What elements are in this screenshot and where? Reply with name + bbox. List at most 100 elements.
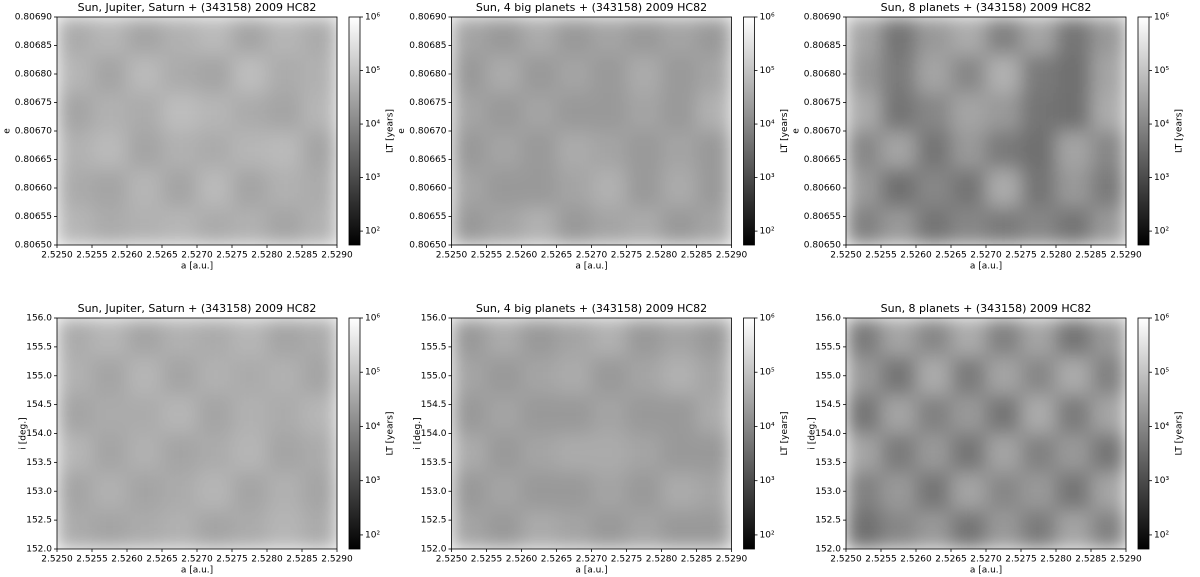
- heatmap-cell: [591, 510, 627, 549]
- heatmap-cell: [986, 318, 1022, 357]
- y-tick-label: 155.0: [26, 371, 52, 381]
- x-tick-label: 2.5255: [76, 555, 108, 565]
- heatmap-cell: [267, 395, 303, 434]
- y-tick-label: 0.80660: [804, 184, 841, 194]
- heatmap-cell: [591, 131, 627, 170]
- heatmap-cell: [661, 395, 697, 434]
- heatmap-cell: [57, 472, 93, 511]
- heatmap-cell: [696, 472, 732, 511]
- heatmap-cell: [57, 55, 93, 94]
- y-tick-label: 0.80655: [804, 212, 841, 222]
- colorbar: [743, 317, 755, 550]
- heatmap-cell: [951, 356, 987, 396]
- heatmap-cell: [1056, 207, 1092, 245]
- y-tick-label: 155.5: [815, 342, 841, 352]
- colorbar-tick-label: 10⁵: [365, 368, 380, 378]
- heatmap-cell: [92, 510, 128, 549]
- colorbar-label: LT [years]: [1175, 109, 1185, 153]
- heatmap-cell: [1091, 17, 1126, 56]
- heatmap-cell: [486, 169, 522, 208]
- heatmap-cell: [1056, 356, 1092, 396]
- y-tick-label: 154.0: [815, 429, 841, 439]
- colorbar-tick-label: 10⁵: [760, 66, 775, 76]
- heatmap-cell: [92, 472, 128, 511]
- y-tick-label: 152.0: [815, 545, 841, 555]
- x-tick-label: 2.5280: [1040, 555, 1072, 565]
- heatmap-cell: [1091, 318, 1126, 357]
- colorbar: [348, 16, 361, 246]
- heatmap-cell: [1091, 169, 1126, 208]
- heatmap: [451, 318, 732, 549]
- heatmap-cell: [916, 318, 952, 357]
- chart-title: Sun, 4 big planets + (343158) 2009 HC82: [476, 302, 707, 315]
- heatmap-cell: [302, 395, 337, 434]
- y-axis-label: e: [792, 128, 802, 134]
- heatmap-cell: [881, 472, 917, 511]
- x-tick-label: 2.5290: [321, 251, 353, 261]
- x-tick-label: 2.5285: [681, 251, 713, 261]
- heatmap-cell: [162, 55, 198, 94]
- y-axis-label: i [deg.]: [413, 417, 423, 449]
- panel: 2.5250 2.5255 2.5260 2.5265 2.5270 2.5275 2.52…: [3, 1, 396, 272]
- y-axis-label: e: [397, 128, 407, 134]
- heatmap-cell: [486, 93, 522, 132]
- heatmap-cell: [302, 356, 337, 396]
- heatmap-cell: [626, 318, 662, 357]
- heatmap-cell: [57, 207, 93, 245]
- heatmap: [846, 318, 1126, 549]
- heatmap-cell: [881, 93, 917, 132]
- x-tick-label: 2.5260: [900, 555, 932, 565]
- colorbar-tick-label: 10³: [365, 173, 380, 183]
- heatmap-cell: [591, 207, 627, 245]
- y-tick-label: 155.5: [26, 342, 52, 352]
- x-axis-label: a [a.u.]: [575, 566, 607, 576]
- heatmap-cell: [696, 93, 732, 132]
- heatmap-cell: [267, 93, 303, 132]
- x-tick-label: 2.5285: [1075, 251, 1107, 261]
- heatmap-cell: [986, 169, 1022, 208]
- heatmap-cell: [661, 169, 697, 208]
- x-tick-label: 2.5265: [146, 555, 178, 565]
- heatmap-cell: [197, 395, 233, 434]
- colorbar-tick-label: 10⁴: [760, 422, 775, 432]
- x-tick-label: 2.5290: [716, 251, 748, 261]
- x-tick-label: 2.5290: [716, 555, 748, 565]
- heatmap-cell: [232, 55, 268, 94]
- heatmap-cell: [846, 318, 882, 357]
- heatmap-cell: [162, 433, 198, 473]
- colorbar-tick-label: 10²: [1154, 530, 1169, 540]
- heatmap-cell: [302, 93, 337, 132]
- x-tick-label: 2.5255: [471, 555, 503, 565]
- y-tick-label: 0.80675: [15, 98, 52, 108]
- heatmap-cell: [986, 207, 1022, 245]
- x-tick-label: 2.5250: [41, 251, 73, 261]
- heatmap-cell: [1021, 169, 1057, 208]
- heatmap-cell: [486, 472, 522, 511]
- heatmap-cell: [661, 55, 697, 94]
- heatmap-cell: [591, 433, 627, 473]
- heatmap-cell: [556, 169, 592, 208]
- heatmap-cell: [162, 472, 198, 511]
- heatmap-cell: [846, 472, 882, 511]
- heatmap-cell: [916, 131, 952, 170]
- heatmap-cell: [626, 510, 662, 549]
- heatmap-cell: [57, 510, 93, 549]
- heatmap-cell: [951, 169, 987, 208]
- heatmap-cell: [486, 207, 522, 245]
- heatmap-cell: [881, 510, 917, 549]
- panel: 2.5250 2.5255 2.5260 2.5265 2.5270 2.5275 2.52…: [808, 302, 1185, 576]
- heatmap-cell: [916, 510, 952, 549]
- heatmap-cell: [197, 17, 233, 56]
- heatmap-cell: [267, 55, 303, 94]
- heatmap-cell: [451, 318, 487, 357]
- heatmap-cell: [591, 472, 627, 511]
- heatmap-cell: [92, 318, 128, 357]
- colorbar: [743, 16, 755, 246]
- heatmap-cell: [162, 510, 198, 549]
- y-tick-label: 0.80650: [409, 241, 446, 251]
- colorbar-tick-label: 10⁶: [1154, 13, 1169, 23]
- heatmap-cell: [127, 93, 163, 132]
- colorbar-tick-label: 10²: [365, 227, 380, 237]
- heatmap-cell: [521, 169, 557, 208]
